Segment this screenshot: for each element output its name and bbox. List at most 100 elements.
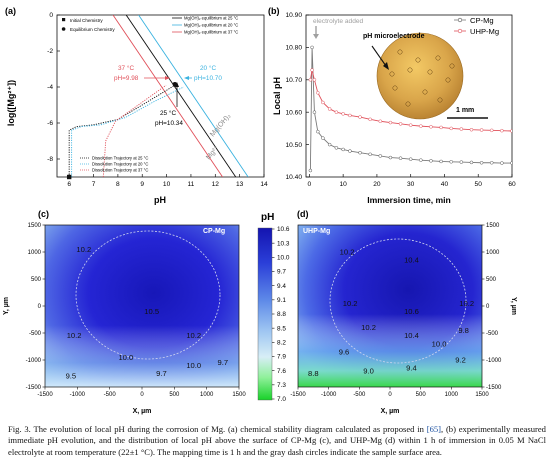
panel-b-legend: CP-Mg UHP-Mg <box>454 16 499 36</box>
colorbar-tick-label: 10.6 <box>277 226 290 233</box>
panel-b-x-tick-label: 20 <box>373 181 381 188</box>
series-point-1 <box>368 117 372 122</box>
contour-label: 9.7 <box>156 369 167 378</box>
legend-eq-37: Mg(OH)₂ equilibrium at 37 °C <box>184 30 238 35</box>
series-point-0 <box>368 152 372 157</box>
series-point-1 <box>358 115 362 119</box>
colorbar-gradient <box>257 227 273 401</box>
panel-d-x-ticks: -1500 -1000 -500 0 500 1000 1500 <box>290 387 489 398</box>
panel-b-y-tick-label: 10.40 <box>285 174 302 181</box>
y-tick-label: 500 <box>31 277 42 283</box>
annotation-20-ph: pH=10.70 <box>194 75 222 82</box>
panel-b-y-ticks: 10.40 10.50 10.60 10.70 10.80 10.90 <box>285 12 309 181</box>
colorbar-tick-label: 10.0 <box>277 255 290 262</box>
trajectory-line-1 <box>71 86 184 177</box>
caption-text-2: , (b) experimentally measured immediate … <box>8 424 546 457</box>
contour-label: 10.2 <box>340 248 355 257</box>
y-tick-label: -1500 <box>26 385 42 391</box>
series-point-1 <box>308 78 313 82</box>
panel-c-letter: (c) <box>38 209 49 219</box>
panel-d-ylabel: Y, µm <box>510 297 517 315</box>
panel-a-y-tick-label: -6 <box>47 120 53 127</box>
legend-traj-20: Dissolution Trajectory at 20 °C <box>92 162 148 167</box>
series-point-1 <box>310 68 314 72</box>
panel-b-x-tick-label: 40 <box>441 181 449 188</box>
panel-c-xlabel: X, µm <box>133 408 152 415</box>
contour-label: 10.5 <box>144 307 159 316</box>
contour-label: 10.0 <box>118 353 133 362</box>
colorbar-tick-label: 8.5 <box>277 325 286 332</box>
panel-b-x-tick-label: 50 <box>475 181 483 188</box>
trajectory-line-2 <box>102 84 167 177</box>
series-point-1 <box>334 110 339 114</box>
contour-label: 10.0 <box>432 339 447 348</box>
y-tick-label: 1500 <box>28 223 42 229</box>
panel-a-x-tick-label: 13 <box>236 181 244 188</box>
x-tick-label: 500 <box>416 392 427 398</box>
panel-d-contour-labels: 10.2 10.4 10.2 10.6 10.2 10.4 10.2 9.8 10.0 9.6 9.… <box>308 248 474 379</box>
panel-d-xlabel: X, µm <box>381 408 400 415</box>
panel-a-ylabel: log([Mg²⁺]) <box>6 80 16 126</box>
panel-a-xlabel: pH <box>154 195 166 205</box>
panel-a-trajectories <box>68 84 184 177</box>
panel-a-equilibrium-lines <box>112 15 249 177</box>
legend-equilibrium-label: Equilibrium Chemistry <box>70 27 115 32</box>
contour-label: 10.0 <box>186 361 201 370</box>
legend-uhp-mg: UHP-Mg <box>470 27 499 36</box>
caption-reference-link[interactable]: [65] <box>426 424 442 434</box>
series-point-1 <box>500 128 504 133</box>
series-point-1 <box>378 119 383 124</box>
panel-d-y-ticks: -1500 -1000 -500 0 500 1000 1500 <box>482 223 502 391</box>
contour-label: 10.2 <box>459 299 474 308</box>
equilibrium-line-0 <box>125 15 237 177</box>
panel-b-y-tick-label: 10.50 <box>285 142 302 149</box>
panel-c-y-ticks: -1500 -1000 -500 0 500 1000 1500 <box>26 223 45 391</box>
series-point-0 <box>327 142 332 147</box>
panel-b-y-tick-label: 10.90 <box>285 12 302 19</box>
contour-label: 9.8 <box>458 326 469 335</box>
panel-d-letter: (d) <box>297 209 309 219</box>
legend-traj-25: Dissolution Trajectory at 25 °C <box>92 156 148 161</box>
contour-label: 9.5 <box>66 372 77 381</box>
panel-a-x-tick-label: 10 <box>163 181 171 188</box>
series-point-0 <box>469 160 474 165</box>
inset-spot <box>422 89 428 95</box>
panel-c-contour-labels: 10.2 10.5 10.2 10.2 10.0 10.0 9.7 9.7 9.5 <box>66 245 229 381</box>
legend-equilibrium-marker <box>61 27 66 31</box>
x-tick-label: -1000 <box>321 392 337 398</box>
colorbar: pH 10.6 10.3 10.0 9.7 9.4 9.1 8.8 8.5 8.2 7.9 7.6 7… <box>257 212 290 403</box>
panel-c-tag: CP-Mg <box>203 228 225 235</box>
panel-b-y-tick-label: 10.80 <box>285 45 302 52</box>
x-tick-label: 1500 <box>475 392 489 398</box>
series-point-1 <box>388 120 393 125</box>
colorbar-tick-label: 9.1 <box>277 297 286 304</box>
panel-a-x-tick-label: 11 <box>188 181 195 188</box>
contour-label: 9.0 <box>363 366 374 375</box>
inset-spot <box>392 85 398 91</box>
caption-text-1: Fig. 3. The evolution of local pH during… <box>8 424 427 434</box>
inset-spots <box>389 49 455 107</box>
colorbar-ticks: 10.6 10.3 10.0 9.7 9.4 9.1 8.8 8.5 8.2 7.9 7.6 7.3 7… <box>272 226 290 403</box>
series-point-1 <box>489 128 494 133</box>
series-point-1 <box>419 124 423 128</box>
panel-b-y-tick-label: 10.70 <box>285 77 302 84</box>
initial-chemistry-point <box>66 174 72 180</box>
panel-a-y-tick-label: -4 <box>47 84 53 91</box>
legend-eq-25: Mg(OH)₂ equilibrium at 25 °C <box>184 16 238 21</box>
series-point-0 <box>321 136 325 140</box>
series-point-1 <box>439 125 443 130</box>
inset-spot <box>449 63 455 69</box>
panel-b-x-tick-label: 60 <box>508 181 516 188</box>
colorbar-tick-label: 10.3 <box>277 240 290 247</box>
contour-label: 9.2 <box>455 356 466 365</box>
panel-b-x-tick-label: 10 <box>339 181 347 188</box>
y-tick-label: 1500 <box>486 223 500 229</box>
inset-spot <box>407 67 413 73</box>
panel-d: (d) 10.2 10.4 10.2 10.6 10.2 10.4 10.2 9.8 10.0 9… <box>290 209 517 415</box>
panel-a: (a) 0 -2 -4 -6 -8 6 7 8 9 10 11 12 13 14 log([Mg²⁺])… <box>5 6 268 205</box>
panel-b-y-tick-label: 10.60 <box>285 109 302 116</box>
series-point-0 <box>310 45 314 50</box>
panel-c-ylabel: Y, µm <box>3 297 10 315</box>
series-point-0 <box>398 156 403 160</box>
series-point-1 <box>327 107 332 111</box>
